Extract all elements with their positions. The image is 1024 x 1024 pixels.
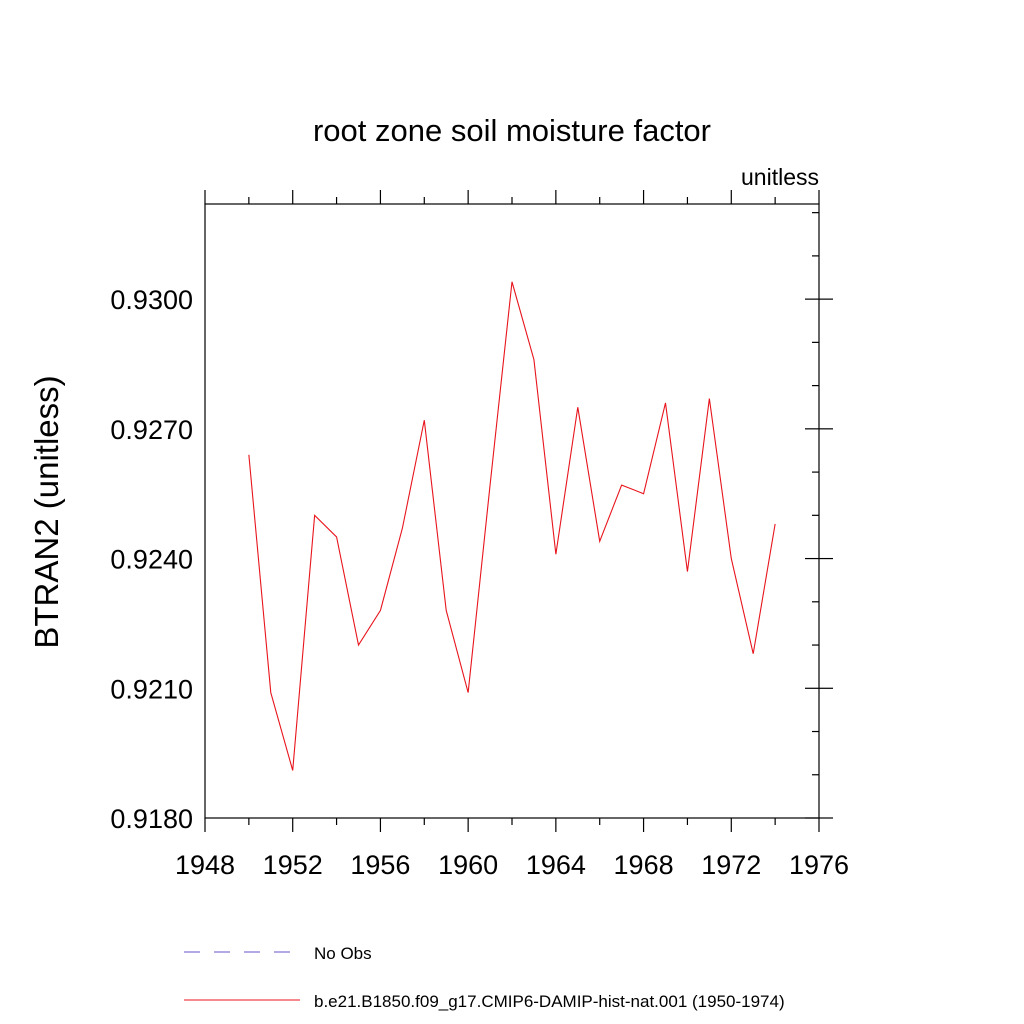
plot-frame	[204, 203, 820, 819]
y-axis-label: BTRAN2 (unitless)	[28, 375, 65, 648]
y-tick-label: 0.9180	[110, 804, 193, 834]
y-tick-label: 0.9300	[110, 285, 193, 315]
legend: No Obs b.e21.B1850.f09_g17.CMIP6-DAMIP-hi…	[184, 944, 785, 1011]
legend-label: No Obs	[314, 944, 372, 963]
legend-label: b.e21.B1850.f09_g17.CMIP6-DAMIP-hist-nat…	[314, 992, 785, 1011]
x-tick-label: 1972	[701, 850, 761, 880]
x-tick-label: 1960	[438, 850, 498, 880]
y-axis: 0.9180 0.9210 0.9240 0.9270 0.9300	[110, 212, 833, 834]
series-line	[248, 281, 776, 771]
x-tick-label: 1968	[614, 850, 674, 880]
units-label: unitless	[741, 164, 819, 190]
x-tick-label: 1952	[263, 850, 323, 880]
y-tick-label: 0.9210	[110, 674, 193, 704]
x-tick-label: 1948	[175, 850, 235, 880]
x-axis: 1948 1952 1956 1960 1964 1968 1972 1976	[175, 190, 849, 880]
y-tick-label: 0.9270	[110, 415, 193, 445]
series-layer	[248, 281, 776, 771]
chart-title: root zone soil moisture factor	[313, 113, 711, 148]
x-tick-label: 1956	[350, 850, 410, 880]
x-tick-label: 1964	[526, 850, 586, 880]
y-tick-label: 0.9240	[110, 545, 193, 575]
x-tick-label: 1976	[789, 850, 849, 880]
